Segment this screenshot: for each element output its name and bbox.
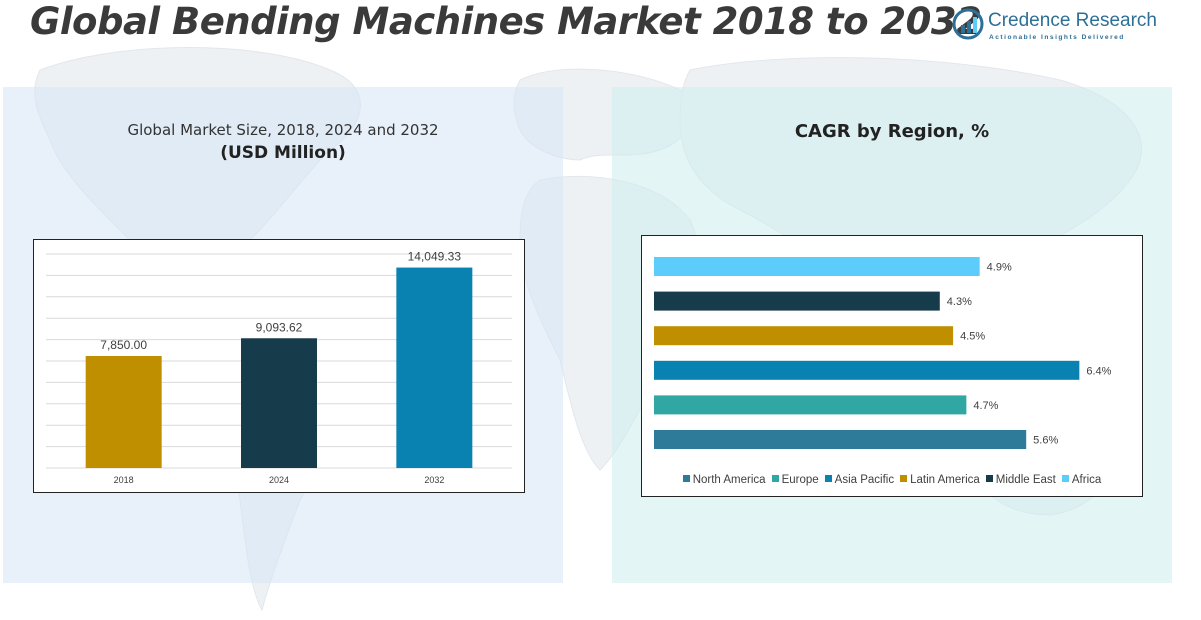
legend-swatch	[771, 475, 779, 482]
bar-asia-pacific	[654, 360, 1080, 380]
legend-label: Africa	[1071, 474, 1102, 486]
cagr-bar-chart: 4.9% 4.3% 4.5% 6.4% 4.7% 5.6%	[654, 257, 1112, 449]
bar-value-label: 4.5%	[960, 331, 985, 343]
x-tick-label: 2024	[269, 475, 289, 485]
market-size-title: Global Market Size, 2018, 2024 and 2032	[127, 121, 439, 139]
legend-swatch	[824, 475, 832, 482]
bar-north-america	[654, 430, 1027, 449]
bar-value-label: 4.9%	[987, 262, 1012, 274]
legend-item: Latin America	[900, 474, 980, 486]
credence-research-logo: Credence Research Actionable Insights De…	[952, 8, 1157, 44]
legend-item: Africa	[1061, 474, 1102, 486]
legend-swatch	[1061, 475, 1069, 482]
market-size-bar-chart: 7,850.00 2018 9,093.62 2024 14,049.33 2032	[46, 250, 512, 485]
market-size-unit: (USD Million)	[220, 143, 346, 163]
bar-value-label: 4.7%	[973, 400, 998, 412]
bar-value-label: 4.3%	[947, 296, 972, 308]
legend-item: Europe	[771, 474, 819, 486]
legend-label: Europe	[781, 474, 819, 486]
legend-label: Middle East	[995, 474, 1056, 486]
bar-latin-america	[654, 326, 954, 346]
legend-label: North America	[692, 474, 766, 486]
logo-tagline: Actionable Insights Delivered	[989, 34, 1125, 41]
legend-swatch	[900, 475, 908, 482]
page-title: Global Bending Machines Market 2018 to 2…	[30, 0, 982, 43]
bar-africa	[654, 257, 980, 276]
bar-2032	[396, 267, 473, 468]
cagr-legend: North America Europe Asia Pacific Latin Ame…	[642, 474, 1142, 486]
logo-name: Credence Research	[988, 10, 1157, 31]
legend-label: Asia Pacific	[834, 474, 895, 486]
legend-item: Asia Pacific	[824, 474, 895, 486]
legend-item: North America	[682, 474, 766, 486]
bar-europe	[654, 395, 967, 415]
cagr-title: CAGR by Region, %	[794, 121, 990, 142]
bar-2024	[241, 338, 317, 468]
cagr-chart: 4.9% 4.3% 4.5% 6.4% 4.7% 5.6% North America Eu…	[641, 235, 1143, 497]
legend-swatch	[985, 475, 993, 482]
bar-middle-east	[654, 291, 940, 311]
legend-label: Latin America	[910, 474, 980, 486]
bar-value-label: 14,049.33	[408, 250, 462, 264]
legend-swatch	[682, 475, 690, 482]
legend-item: Middle East	[985, 474, 1056, 486]
bar-value-label: 5.6%	[1033, 435, 1058, 447]
x-tick-label: 2018	[114, 475, 134, 485]
logo-emblem-icon	[952, 8, 984, 40]
bar-value-label: 7,850.00	[100, 338, 147, 352]
x-tick-label: 2032	[424, 475, 444, 485]
bar-value-label: 9,093.62	[256, 320, 303, 334]
bar-value-label: 6.4%	[1086, 365, 1111, 377]
market-size-chart: 7,850.00 2018 9,093.62 2024 14,049.33 2032	[33, 239, 525, 493]
bar-2018	[85, 356, 162, 468]
